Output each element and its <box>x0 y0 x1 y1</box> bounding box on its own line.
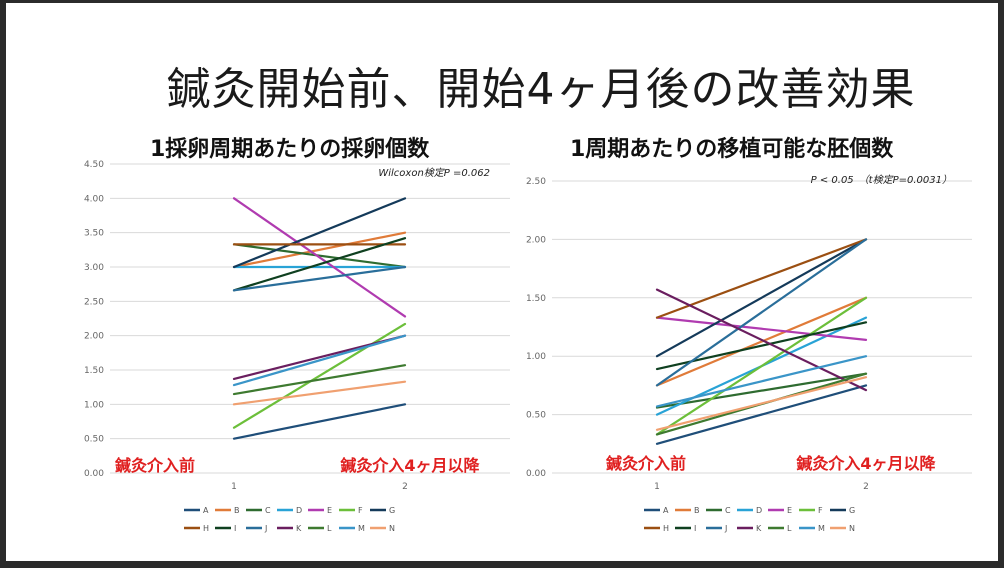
legend-label: F <box>358 506 363 515</box>
legend-label: B <box>694 506 700 515</box>
legend-label: K <box>296 524 302 533</box>
legend-label: L <box>327 524 332 533</box>
y-tick-label: 1.00 <box>84 400 104 410</box>
series-line-G <box>232 197 407 269</box>
series-line-G <box>655 238 868 358</box>
slide-title: 鍼灸開始前、開始4ヶ月後の改善効果 <box>166 64 916 115</box>
y-tick-label: 2.50 <box>526 177 546 187</box>
series-line-I <box>232 237 407 292</box>
y-tick-label: 4.50 <box>84 160 104 170</box>
legend-label: J <box>724 524 727 533</box>
chart1-svg: 0.00 0.50 1.00 1.50 2.00 2.50 3.00 3.50 4.00 4.50… <box>84 160 510 533</box>
series-line-C <box>655 372 868 409</box>
legend-label: H <box>663 524 669 533</box>
legend-label: D <box>756 506 762 515</box>
y-tick-label: 1.50 <box>526 294 546 304</box>
legend-label: A <box>203 506 209 515</box>
legend-label: L <box>787 524 792 533</box>
y-tick-label: 1.50 <box>84 366 104 376</box>
stat-annotation: P < 0.05 （t検定P=0.0031） <box>811 174 952 186</box>
series-line-F <box>655 296 868 436</box>
legend-label: K <box>756 524 762 533</box>
series-line-B <box>655 296 868 387</box>
series-line-M <box>232 334 407 387</box>
series-line-B <box>232 231 407 269</box>
legend-label: D <box>296 506 302 515</box>
x-tick-label: 2 <box>863 482 869 492</box>
series-line-C <box>232 243 407 269</box>
legend-label: N <box>389 524 395 533</box>
legend-label: E <box>327 506 332 515</box>
y-tick-label: 0.00 <box>84 469 104 479</box>
x-tick-label: 1 <box>231 482 237 492</box>
legend-label: H <box>203 524 209 533</box>
legend-label: G <box>849 506 855 515</box>
legend-label: J <box>264 524 267 533</box>
y-tick-label: 2.00 <box>526 235 546 245</box>
slide: 鍼灸開始前、開始4ヶ月後の改善効果 1採卵周期あたりの採卵個数 1周期あたりの移… <box>6 3 998 561</box>
series-line-L <box>232 364 407 396</box>
chart2-svg: 0.00 0.50 1.00 1.50 2.00 2.50 P < 0.05 （t検定P=0… <box>526 174 972 533</box>
y-tick-label: 0.50 <box>526 411 546 421</box>
x-tick-label: 2 <box>402 482 408 492</box>
phase-label: 鍼灸介入前 <box>115 456 195 475</box>
legend-label: A <box>663 506 669 515</box>
legend-label: E <box>787 506 792 515</box>
legend-label: G <box>389 506 395 515</box>
y-tick-label: 0.00 <box>526 469 546 479</box>
series-line-F <box>232 322 407 429</box>
legend-label: C <box>725 506 731 515</box>
legend-label: I <box>694 524 696 533</box>
chart2-title: 1周期あたりの移植可能な胚個数 <box>570 137 894 162</box>
legend-label: B <box>234 506 240 515</box>
legend-label: C <box>265 506 271 515</box>
series-line-N <box>655 376 868 431</box>
chart1-title: 1採卵周期あたりの採卵個数 <box>150 137 430 162</box>
legend-label: F <box>818 506 823 515</box>
y-tick-label: 2.00 <box>84 332 104 342</box>
phase-label: 鍼灸介入4ヶ月以降 <box>340 456 480 475</box>
legend-label: M <box>818 524 825 533</box>
y-tick-label: 4.00 <box>84 194 104 204</box>
y-tick-label: 3.00 <box>84 263 104 273</box>
stat-annotation: Wilcoxon検定P =0.062 <box>378 167 490 179</box>
series-line-M <box>655 355 868 408</box>
series-line-A <box>232 403 407 440</box>
y-tick-label: 1.00 <box>526 352 546 362</box>
series-line-E <box>655 316 868 341</box>
series-line-E <box>232 197 407 318</box>
series-line-H <box>655 238 868 319</box>
y-tick-label: 2.50 <box>84 297 104 307</box>
y-tick-label: 0.50 <box>84 435 104 445</box>
series-line-A <box>655 384 868 445</box>
y-tick-label: 3.50 <box>84 229 104 239</box>
x-tick-label: 1 <box>654 482 660 492</box>
legend-label: I <box>234 524 236 533</box>
series-line-N <box>232 380 407 406</box>
legend-label: M <box>358 524 365 533</box>
legend-label: N <box>849 524 855 533</box>
series-line-J <box>655 238 868 387</box>
series-line-J <box>232 265 407 292</box>
phase-label: 鍼灸介入前 <box>606 454 686 473</box>
phase-label: 鍼灸介入4ヶ月以降 <box>796 454 936 473</box>
series-line-K <box>655 288 868 392</box>
